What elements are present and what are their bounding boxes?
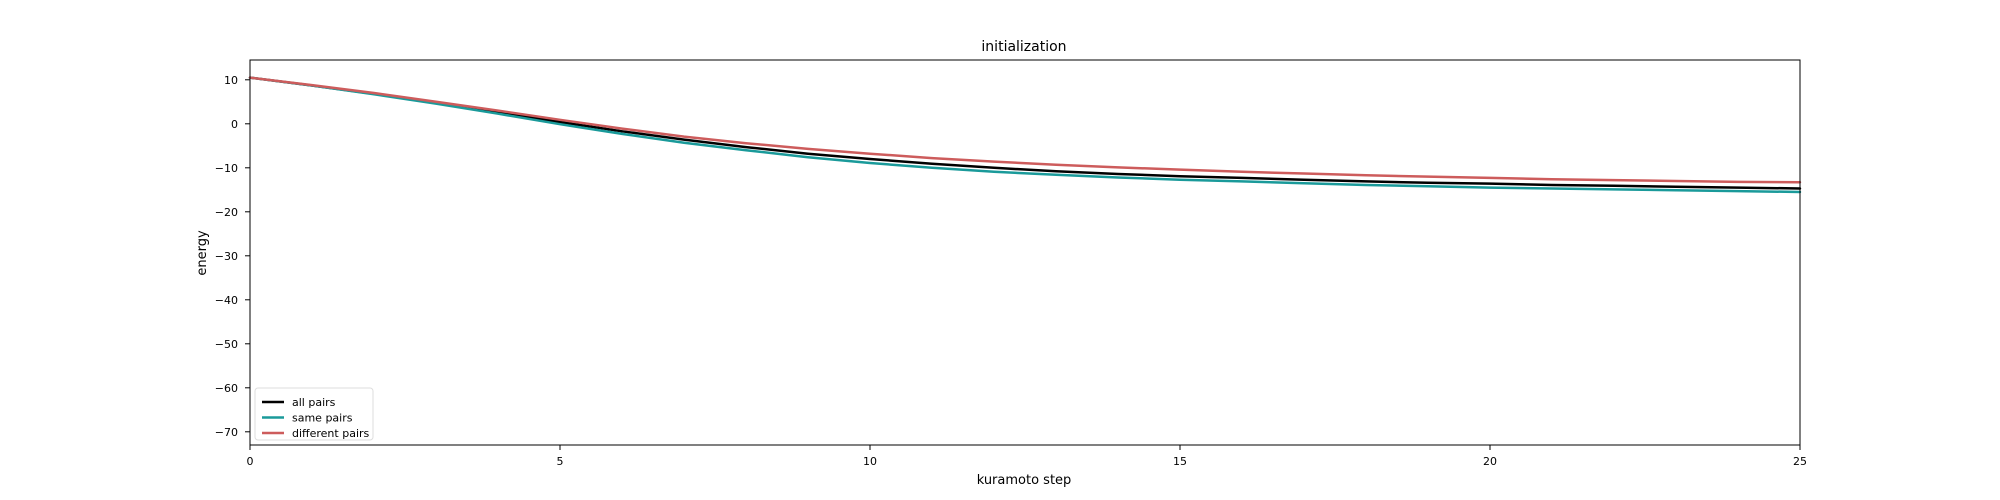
y-tick-label: −50 [215,338,238,351]
y-axis-label: energy [195,230,210,276]
legend-label: all pairs [292,396,336,409]
x-tick-label: 20 [1483,455,1497,468]
legend-label: different pairs [292,427,370,440]
y-tick-label: −10 [215,162,238,175]
legend-label: same pairs [292,412,353,425]
chart-title: initialization [981,39,1066,55]
y-tick-label: 0 [231,118,238,131]
y-tick-label: −60 [215,382,238,395]
series-line-all-pairs [248,76,1802,190]
plot-lines [248,76,1802,194]
y-tick-label: −70 [215,426,238,439]
legend-box [254,387,374,441]
y-tick-label: −40 [215,294,238,307]
x-tick-label: 0 [247,455,254,468]
y-tick-label: −30 [215,250,238,263]
x-tick-label: 25 [1793,455,1807,468]
y-axis-ticks: 10 0 −10 −20 −30 −40 −50 −60 −70 [215,74,250,439]
x-tick-label: 10 [863,455,877,468]
x-tick-label: 15 [1173,455,1187,468]
x-axis-ticks: 0 5 10 15 20 25 [247,445,1807,468]
y-tick-label: −20 [215,206,238,219]
legend: all pairs same pairs different pairs [254,387,374,441]
series-line-same-pairs [248,76,1802,194]
plot-area-frame [249,59,1801,446]
x-axis-label: kuramoto step [977,473,1072,488]
y-tick-label: 10 [224,74,238,87]
series-line-different-pairs [248,76,1802,184]
x-tick-label: 5 [557,455,564,468]
